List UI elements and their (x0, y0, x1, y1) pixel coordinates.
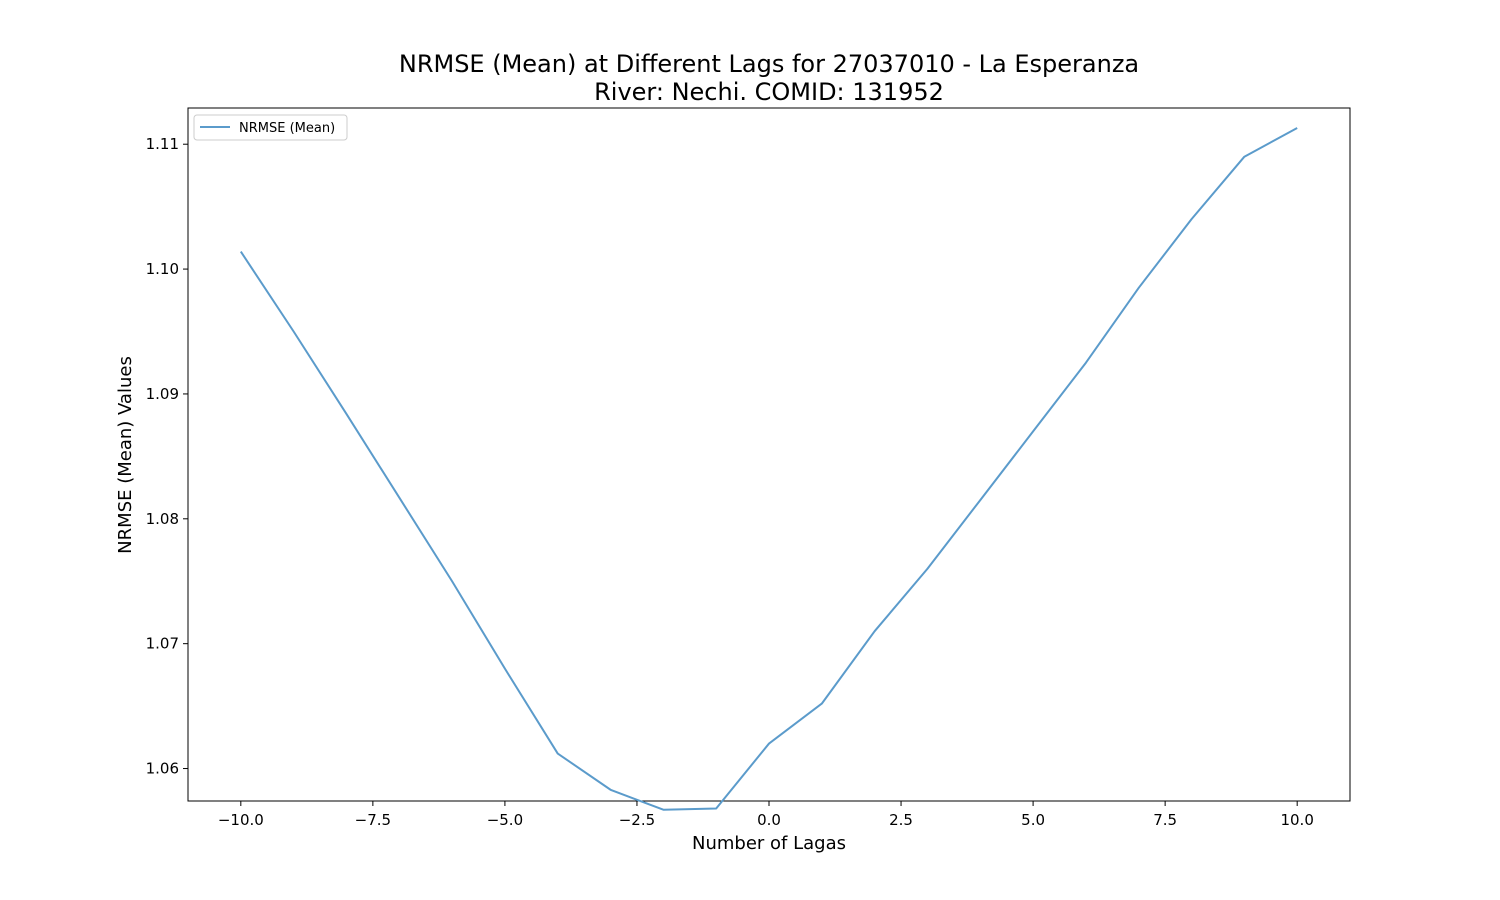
y-axis-label: NRMSE (Mean) Values (115, 356, 136, 554)
legend-box (193, 114, 348, 141)
y-tick-label: 1.09 (146, 385, 179, 403)
y-tick-label: 1.11 (146, 135, 179, 153)
x-tick-label: 10.0 (1280, 811, 1313, 829)
y-tick-label: 1.06 (146, 760, 179, 778)
chart-title-line2: River: Nechi. COMID: 131952 (594, 78, 944, 106)
series-line-nrmse-mean (239, 127, 1298, 811)
series-layer (239, 127, 1298, 811)
y-tick-label: 1.10 (146, 260, 179, 278)
x-tick-label: 2.5 (889, 811, 913, 829)
plot-area-frame (187, 107, 1351, 802)
x-tick-label: −7.5 (355, 811, 391, 829)
legend: NRMSE (Mean) (193, 114, 348, 141)
y-tick-label: 1.08 (146, 510, 179, 528)
x-axis-ticks: −10.0 −7.5 −5.0 −2.5 0.0 2.5 5.0 7.5 10.0 (218, 801, 1314, 829)
x-tick-label: −10.0 (218, 811, 264, 829)
x-tick-label: −5.0 (487, 811, 523, 829)
y-axis-ticks: 1.06 1.07 1.08 1.09 1.10 1.11 (146, 135, 188, 778)
x-tick-label: 7.5 (1153, 811, 1177, 829)
x-axis-label: Number of Lagas (692, 833, 846, 854)
x-tick-label: 5.0 (1021, 811, 1045, 829)
y-tick-label: 1.07 (146, 635, 179, 653)
legend-label: NRMSE (Mean) (239, 121, 335, 136)
x-tick-label: −2.5 (619, 811, 655, 829)
chart-title-line1: NRMSE (Mean) at Different Lags for 27037… (399, 50, 1139, 78)
x-tick-label: 0.0 (757, 811, 781, 829)
